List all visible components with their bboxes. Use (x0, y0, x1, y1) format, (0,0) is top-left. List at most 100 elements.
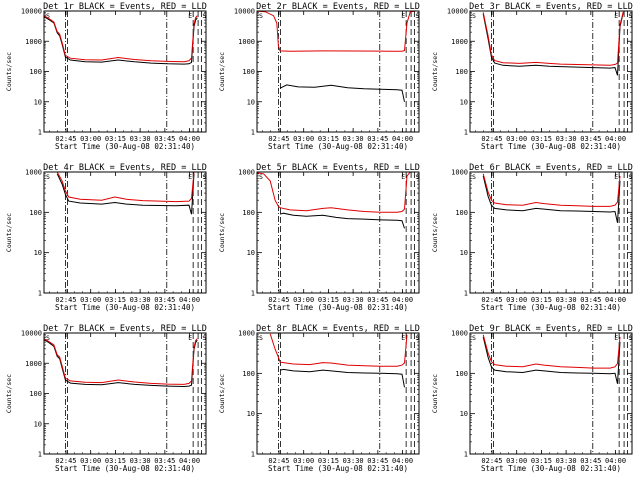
y-tick-label: 1 (38, 451, 42, 459)
y-tick-label: 10000 (21, 330, 42, 338)
panel-title: Det 5r BLACK = Events, RED = LLD (256, 163, 420, 173)
x-tick-label: 03:30 (343, 135, 364, 143)
x-axis-label: Start Time (30-Aug-08 02:31:40) (55, 464, 195, 473)
y-axis-label: Counts/sec (431, 52, 439, 91)
lld-series-line (482, 173, 621, 207)
x-tick-label: 03:00 (80, 457, 101, 465)
panel-title: Det 7r BLACK = Events, RED = LLD (43, 324, 207, 334)
y-tick-label: 1000 (25, 360, 42, 368)
x-tick-label: 04:00 (392, 457, 413, 465)
plot-frame (256, 10, 420, 133)
y-tick-label: 1000 (25, 38, 42, 46)
events-series-line (482, 336, 621, 384)
stop-marker-label: S (628, 12, 632, 20)
y-tick-label: 10000 (21, 8, 42, 16)
y-tick-label: 10 (460, 410, 468, 418)
y-axis-label: Counts/sec (431, 213, 439, 252)
panel-title: Det 8r BLACK = Events, RED = LLD (256, 324, 420, 334)
events-series-line (482, 175, 621, 223)
stop-marker-label: S (415, 173, 419, 181)
x-tick-label: 03:00 (80, 135, 101, 143)
detector-panel-3: Det 3r BLACK = Events, RED = LLD 1 10 100 10… (431, 2, 633, 151)
x-axis-label: Start Time (30-Aug-08 02:31:40) (481, 464, 621, 473)
y-tick-label: 1000 (238, 38, 255, 46)
events-series-line (279, 212, 405, 229)
x-tick-label: 04:00 (179, 457, 200, 465)
lld-series-line (56, 172, 195, 203)
detector-panel-5: Det 5r BLACK = Events, RED = LLD 1 10 100 10… (218, 163, 420, 312)
y-tick-label: 10 (247, 249, 255, 257)
panel-title: Det 1r BLACK = Events, RED = LLD (43, 2, 207, 12)
y-tick-label: 100 (455, 68, 468, 76)
x-tick-label: 03:00 (506, 457, 527, 465)
y-axis-label: Counts/sec (218, 213, 226, 252)
plot-frame (469, 171, 633, 294)
y-tick-label: 100 (242, 68, 255, 76)
y-tick-label: 1000 (451, 330, 468, 338)
x-tick-label: 02:45 (55, 296, 76, 304)
plot-frame (43, 171, 207, 294)
y-tick-label: 100 (29, 68, 42, 76)
events-series-line (56, 173, 195, 215)
x-tick-label: 03:15 (105, 457, 126, 465)
x-axis-label: Start Time (30-Aug-08 02:31:40) (481, 303, 621, 312)
end-marker-label: E (188, 12, 192, 20)
y-tick-label: 10 (247, 98, 255, 106)
detector-panel-9: Det 9r BLACK = Events, RED = LLD 1 10 100 10… (431, 324, 633, 473)
x-tick-label: 03:45 (367, 457, 388, 465)
x-tick-label: 03:15 (318, 457, 339, 465)
start-marker-label: S (46, 12, 50, 20)
y-tick-label: 1 (464, 129, 468, 137)
x-tick-label: 03:00 (506, 296, 527, 304)
x-tick-label: 04:00 (392, 296, 413, 304)
stop-marker-label: S (628, 334, 632, 342)
stop-marker-label: S (202, 334, 206, 342)
x-tick-label: 03:00 (293, 296, 314, 304)
start-marker-label: S (472, 12, 476, 20)
stop-marker-label: S (628, 173, 632, 181)
x-tick-label: 03:45 (367, 296, 388, 304)
x-axis-label: Start Time (30-Aug-08 02:31:40) (55, 303, 195, 312)
x-axis-label: Start Time (30-Aug-08 02:31:40) (55, 142, 195, 151)
end-marker-label: E (401, 12, 405, 20)
x-axis-label: Start Time (30-Aug-08 02:31:40) (268, 303, 408, 312)
plot-frame (256, 171, 420, 294)
detector-panel-1: Det 1r BLACK = Events, RED = LLD 1 10 100 10… (5, 2, 207, 151)
y-axis-label: Counts/sec (431, 374, 439, 413)
x-tick-label: 03:00 (293, 135, 314, 143)
x-axis-label: Start Time (30-Aug-08 02:31:40) (481, 142, 621, 151)
x-tick-label: 02:45 (268, 296, 289, 304)
x-tick-label: 03:30 (556, 457, 577, 465)
detector-panel-2: Det 2r BLACK = Events, RED = LLD 1 10 100 10… (218, 2, 420, 151)
detector-panel-7: Det 7r BLACK = Events, RED = LLD 1 10 100 10… (5, 324, 207, 473)
end-marker-label: E (401, 173, 405, 181)
y-tick-label: 1000 (451, 169, 468, 177)
lld-series-line (44, 338, 198, 385)
x-tick-label: 03:30 (343, 296, 364, 304)
x-tick-label: 03:45 (580, 457, 601, 465)
x-tick-label: 03:45 (367, 135, 388, 143)
x-tick-label: 02:45 (268, 457, 289, 465)
x-axis-label: Start Time (30-Aug-08 02:31:40) (268, 464, 408, 473)
stop-marker-label: S (415, 12, 419, 20)
x-tick-label: 03:45 (154, 457, 175, 465)
y-tick-label: 100 (455, 209, 468, 217)
x-tick-label: 03:00 (80, 296, 101, 304)
x-tick-label: 03:30 (556, 296, 577, 304)
x-tick-label: 04:00 (605, 296, 626, 304)
plot-frame (43, 10, 207, 133)
x-tick-label: 03:00 (293, 457, 314, 465)
detector-panel-4: Det 4r BLACK = Events, RED = LLD 1 10 100 10… (5, 163, 207, 312)
y-axis-label: Counts/sec (218, 374, 226, 413)
plot-frame (469, 10, 633, 133)
panel-title: Det 2r BLACK = Events, RED = LLD (256, 2, 420, 12)
lld-series-line (482, 334, 621, 369)
x-tick-label: 04:00 (179, 135, 200, 143)
y-tick-label: 1 (464, 290, 468, 298)
y-axis-label: Counts/sec (218, 52, 226, 91)
x-tick-label: 03:45 (154, 135, 175, 143)
end-marker-label: E (188, 334, 192, 342)
x-tick-label: 03:15 (531, 135, 552, 143)
start-marker-label: S (472, 173, 476, 181)
